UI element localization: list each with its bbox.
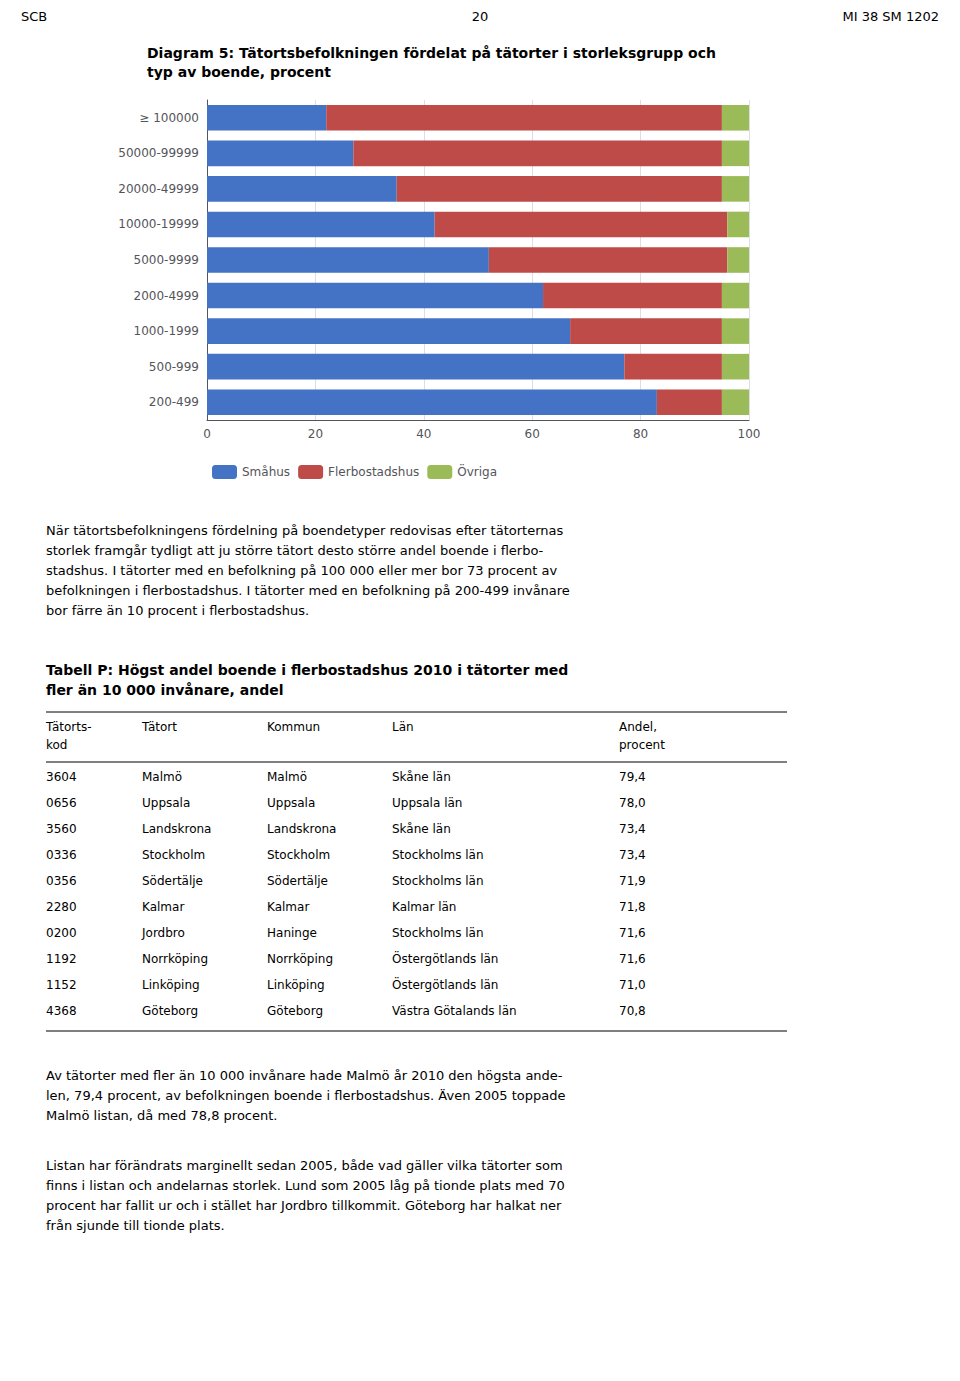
svg-text:procent har fallit ur och i st: procent har fallit ur och i stället har … xyxy=(46,1198,562,1213)
svg-text:78,0: 78,0 xyxy=(619,796,646,810)
svg-text:Södertälje: Södertälje xyxy=(142,874,203,888)
svg-text:Landskrona: Landskrona xyxy=(267,822,336,836)
svg-text:4368: 4368 xyxy=(46,1004,77,1018)
svg-text:500-999: 500-999 xyxy=(149,360,199,374)
svg-text:0: 0 xyxy=(203,427,211,441)
svg-text:Skåne län: Skåne län xyxy=(392,822,451,836)
svg-text:Linköping: Linköping xyxy=(267,978,325,992)
svg-text:70,8: 70,8 xyxy=(619,1004,646,1018)
svg-text:Kalmar: Kalmar xyxy=(142,900,184,914)
svg-text:3604: 3604 xyxy=(46,770,77,784)
svg-text:Tätorts-: Tätorts- xyxy=(45,720,92,734)
svg-text:Uppsala: Uppsala xyxy=(267,796,315,810)
svg-text:stadshus. I tätorter med en be: stadshus. I tätorter med en befolkning p… xyxy=(46,563,557,578)
svg-text:Västra Götalands län: Västra Götalands län xyxy=(392,1004,517,1018)
svg-text:Flerbostadshus: Flerbostadshus xyxy=(328,465,419,479)
svg-text:Linköping: Linköping xyxy=(142,978,200,992)
svg-text:0200: 0200 xyxy=(46,926,77,940)
svg-text:≥ 100000: ≥ 100000 xyxy=(139,111,199,125)
svg-text:Malmö: Malmö xyxy=(142,770,182,784)
svg-text:Jordbro: Jordbro xyxy=(141,926,185,940)
svg-text:Malmö: Malmö xyxy=(267,770,307,784)
svg-text:MI 38 SM 1202: MI 38 SM 1202 xyxy=(842,9,939,24)
svg-text:71,9: 71,9 xyxy=(619,874,646,888)
svg-text:typ av boende, procent: typ av boende, procent xyxy=(147,64,331,80)
svg-text:Norrköping: Norrköping xyxy=(267,952,333,966)
svg-text:Stockholms län: Stockholms län xyxy=(392,848,484,862)
svg-text:71,8: 71,8 xyxy=(619,900,646,914)
svg-text:5000-9999: 5000-9999 xyxy=(134,253,199,267)
svg-text:0656: 0656 xyxy=(46,796,77,810)
svg-text:Skåne län: Skåne län xyxy=(392,770,451,784)
svg-text:När tätortsbefolkningens förde: När tätortsbefolkningens fördelning på b… xyxy=(46,523,563,538)
svg-text:Kommun: Kommun xyxy=(267,720,320,734)
svg-text:71,6: 71,6 xyxy=(619,952,646,966)
svg-text:0356: 0356 xyxy=(46,874,77,888)
svg-text:1000-1999: 1000-1999 xyxy=(134,324,199,338)
svg-text:20: 20 xyxy=(472,9,489,24)
svg-text:2280: 2280 xyxy=(46,900,77,914)
svg-text:SCB: SCB xyxy=(21,9,47,24)
svg-text:Övriga: Övriga xyxy=(457,463,497,479)
svg-text:0336: 0336 xyxy=(46,848,77,862)
svg-text:Andel,: Andel, xyxy=(619,720,657,734)
svg-text:20000-49999: 20000-49999 xyxy=(118,182,199,196)
svg-text:Malmö listan, då med 78,8 proc: Malmö listan, då med 78,8 procent. xyxy=(46,1108,277,1123)
svg-text:befolkningen i flerbostadshus.: befolkningen i flerbostadshus. I tätorte… xyxy=(46,583,570,598)
svg-text:bor färre än 10 procent i fler: bor färre än 10 procent i flerbostadshus… xyxy=(46,603,309,618)
svg-text:kod: kod xyxy=(46,738,67,752)
svg-text:Östergötlands län: Östergötlands län xyxy=(392,976,498,992)
svg-text:Haninge: Haninge xyxy=(267,926,317,940)
svg-text:73,4: 73,4 xyxy=(619,822,646,836)
svg-text:Norrköping: Norrköping xyxy=(142,952,208,966)
svg-text:procent: procent xyxy=(619,738,665,752)
svg-text:storlek framgår tydligt att ju: storlek framgår tydligt att ju större tä… xyxy=(46,543,544,558)
svg-text:Län: Län xyxy=(392,720,414,734)
svg-text:Stockholm: Stockholm xyxy=(142,848,205,862)
svg-text:Göteborg: Göteborg xyxy=(267,1004,323,1018)
svg-text:Landskrona: Landskrona xyxy=(142,822,211,836)
svg-text:1192: 1192 xyxy=(46,952,77,966)
svg-text:200-499: 200-499 xyxy=(149,395,199,409)
svg-text:Listan har förändrats marginel: Listan har förändrats marginellt sedan 2… xyxy=(46,1158,563,1173)
svg-text:Uppsala: Uppsala xyxy=(142,796,190,810)
svg-text:80: 80 xyxy=(633,427,648,441)
svg-text:fler än 10 000 invånare, andel: fler än 10 000 invånare, andel xyxy=(46,682,283,698)
svg-text:Uppsala län: Uppsala län xyxy=(392,796,462,810)
svg-text:Tabell P: Högst andel boende i: Tabell P: Högst andel boende i flerbosta… xyxy=(46,662,568,678)
svg-text:Södertälje: Södertälje xyxy=(267,874,328,888)
svg-text:73,4: 73,4 xyxy=(619,848,646,862)
svg-text:40: 40 xyxy=(416,427,431,441)
svg-text:71,6: 71,6 xyxy=(619,926,646,940)
svg-text:3560: 3560 xyxy=(46,822,77,836)
svg-text:Stockholms län: Stockholms län xyxy=(392,874,484,888)
svg-text:50000-99999: 50000-99999 xyxy=(118,146,199,160)
svg-text:Av tätorter med fler än 10 000: Av tätorter med fler än 10 000 invånare … xyxy=(46,1068,563,1083)
svg-text:Kalmar: Kalmar xyxy=(267,900,309,914)
svg-text:len, 79,4 procent, av befolkni: len, 79,4 procent, av befolkningen boend… xyxy=(46,1088,566,1103)
svg-text:2000-4999: 2000-4999 xyxy=(134,289,199,303)
svg-text:79,4: 79,4 xyxy=(619,770,646,784)
svg-text:Stockholm: Stockholm xyxy=(267,848,330,862)
svg-text:Småhus: Småhus xyxy=(242,465,290,479)
svg-text:71,0: 71,0 xyxy=(619,978,646,992)
svg-text:Göteborg: Göteborg xyxy=(142,1004,198,1018)
svg-text:60: 60 xyxy=(525,427,540,441)
svg-text:Stockholms län: Stockholms län xyxy=(392,926,484,940)
svg-text:Diagram 5: Tätortsbefolkningen: Diagram 5: Tätortsbefolkningen fördelat … xyxy=(147,45,716,61)
svg-text:20: 20 xyxy=(308,427,323,441)
svg-text:Östergötlands län: Östergötlands län xyxy=(392,950,498,966)
svg-text:10000-19999: 10000-19999 xyxy=(118,217,199,231)
svg-text:finns i listan och andelarnas: finns i listan och andelarnas storlek. L… xyxy=(46,1178,565,1193)
svg-text:Tätort: Tätort xyxy=(141,720,177,734)
svg-text:100: 100 xyxy=(738,427,761,441)
svg-text:från sjunde till tionde plats.: från sjunde till tionde plats. xyxy=(46,1218,225,1233)
svg-text:Kalmar län: Kalmar län xyxy=(392,900,456,914)
svg-text:1152: 1152 xyxy=(46,978,77,992)
